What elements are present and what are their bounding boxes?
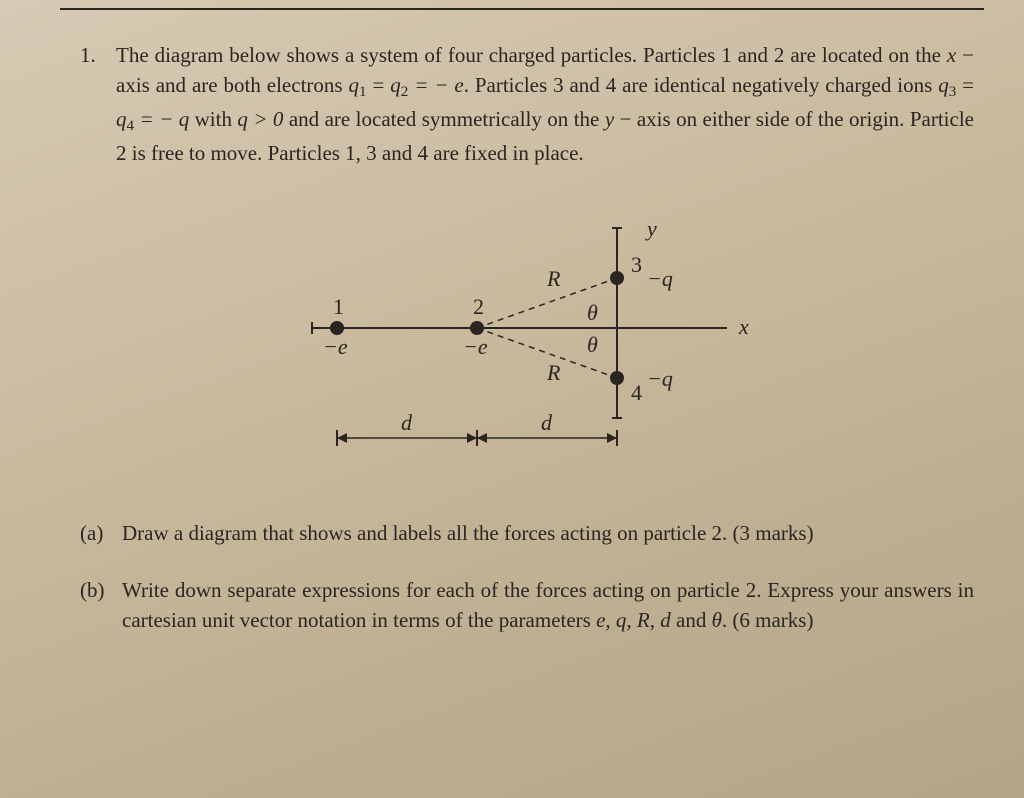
page: 1. The diagram below shows a system of f… (0, 0, 1024, 798)
math: q (116, 107, 127, 131)
math: q (390, 73, 401, 97)
part-b: (b) Write down separate expressions for … (80, 575, 974, 636)
svg-text:θ: θ (587, 332, 598, 357)
svg-text:θ: θ (587, 300, 598, 325)
text: with (189, 107, 237, 131)
var-y: y (605, 107, 614, 131)
svg-text:1: 1 (333, 294, 344, 319)
physics-diagram: yx1−e2−e3−q4−qRRθθdd (207, 198, 847, 488)
svg-text:−e: −e (323, 334, 348, 359)
svg-text:R: R (546, 266, 561, 291)
math: = − e (408, 73, 463, 97)
theta: θ (712, 608, 722, 632)
var-x: x (947, 43, 956, 67)
problem-statement: 1. The diagram below shows a system of f… (80, 40, 974, 168)
text: and (671, 608, 712, 632)
part-a: (a) Draw a diagram that shows and labels… (80, 518, 974, 548)
math: = (956, 73, 974, 97)
svg-text:3: 3 (631, 252, 642, 277)
content-area: 1. The diagram below shows a system of f… (80, 40, 974, 662)
svg-text:2: 2 (473, 294, 484, 319)
part-b-label: (b) (80, 575, 110, 636)
svg-text:y: y (645, 216, 657, 241)
svg-text:4: 4 (631, 380, 642, 405)
text: . (6 marks) (722, 608, 814, 632)
math: q (348, 73, 359, 97)
part-b-text: Write down separate expressions for each… (122, 575, 974, 636)
part-a-text: Draw a diagram that shows and labels all… (122, 518, 974, 548)
svg-text:−q: −q (647, 366, 673, 391)
svg-text:−e: −e (463, 334, 488, 359)
sub: 1 (359, 84, 367, 100)
params: e, q, R, d (596, 608, 671, 632)
question-number: 1. (80, 40, 102, 168)
text: . Particles 3 and 4 are identical negati… (464, 73, 939, 97)
svg-text:d: d (401, 410, 413, 435)
question-text: The diagram below shows a system of four… (116, 40, 974, 168)
svg-text:x: x (738, 314, 749, 339)
text: Write down separate expressions for each… (122, 578, 974, 632)
math: q > 0 (237, 107, 283, 131)
diagram-container: yx1−e2−e3−q4−qRRθθdd (80, 198, 974, 488)
svg-text:R: R (546, 360, 561, 385)
math: q (938, 73, 949, 97)
part-a-label: (a) (80, 518, 110, 548)
math: = (367, 73, 391, 97)
svg-text:d: d (541, 410, 553, 435)
svg-text:−q: −q (647, 266, 673, 291)
text: The diagram below shows a system of four… (116, 43, 947, 67)
math: = − q (134, 107, 189, 131)
sub-parts: (a) Draw a diagram that shows and labels… (80, 518, 974, 635)
text: and are located symmetrically on the (283, 107, 604, 131)
sub: 4 (127, 118, 135, 134)
